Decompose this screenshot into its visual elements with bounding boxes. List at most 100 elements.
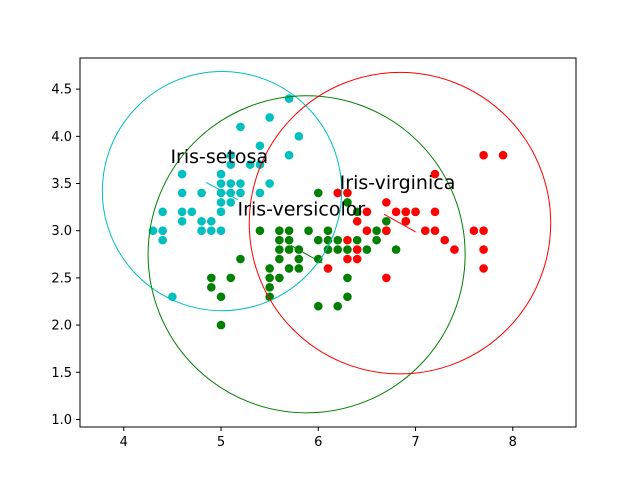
point-1-5: [236, 254, 245, 264]
point-0-36: [284, 94, 294, 103]
point-1-34: [343, 273, 352, 283]
point-2-18: [430, 207, 440, 217]
marks-layer: [101, 70, 552, 414]
y-tick-label-5: 3.5: [51, 177, 72, 192]
point-2-23: [479, 264, 488, 273]
point-1-17: [284, 245, 294, 254]
annotation-leader-1: [290, 245, 323, 264]
point-0-23: [226, 179, 236, 188]
y-tick-label-1: 1.5: [51, 366, 72, 381]
point-2-0: [323, 264, 333, 273]
point-1-13: [275, 245, 284, 254]
point-2-22: [469, 226, 479, 236]
point-0-18: [216, 188, 226, 198]
point-2-7: [352, 216, 362, 226]
y-tick-label-3: 2.5: [51, 271, 72, 286]
annotation-label-1: Iris-versicolor: [238, 199, 366, 221]
point-0-9: [187, 207, 197, 217]
point-0-34: [265, 113, 274, 122]
point-1-36: [352, 235, 362, 245]
point-2-25: [479, 226, 488, 236]
point-1-16: [284, 264, 294, 273]
annotation-leader-0: [205, 181, 239, 201]
point-0-37: [294, 132, 304, 141]
point-1-25: [313, 254, 323, 264]
point-1-42: [382, 216, 391, 226]
point-2-1: [333, 188, 343, 198]
point-1-32: [333, 235, 343, 245]
point-0-27: [236, 179, 245, 188]
point-0-15: [216, 226, 226, 236]
point-1-18: [284, 235, 294, 245]
point-2-27: [498, 150, 508, 160]
cluster-circle-1: [147, 95, 466, 414]
point-1-46: [333, 245, 343, 254]
point-0-33: [265, 179, 274, 188]
point-1-37: [352, 207, 362, 217]
point-2-3: [343, 235, 352, 245]
point-0-26: [236, 188, 245, 198]
point-1-8: [265, 283, 274, 292]
point-1-19: [284, 226, 294, 236]
annotation-label-0: Iris-setosa: [170, 146, 268, 168]
y-tick-label-0: 1.0: [51, 413, 72, 428]
y-tick-label-7: 4.5: [51, 83, 72, 98]
point-1-0: [206, 283, 216, 292]
point-0-3: [158, 207, 167, 217]
point-2-29: [382, 226, 391, 236]
point-2-16: [420, 226, 430, 236]
point-0-29: [245, 160, 255, 169]
point-0-25: [226, 150, 236, 160]
cluster-circle-0: [101, 70, 343, 312]
point-0-30: [255, 188, 265, 198]
plot-frame: [79, 57, 577, 428]
point-1-11: [275, 273, 284, 283]
point-2-12: [391, 207, 401, 217]
labels-layer: Iris-setosa Iris-versicolor Iris-virginica: [170, 146, 455, 264]
point-2-15: [411, 207, 420, 217]
point-1-6: [255, 226, 265, 236]
point-0-11: [197, 216, 206, 226]
point-1-33: [343, 292, 352, 302]
point-1-2: [216, 320, 226, 330]
point-0-24: [226, 160, 236, 169]
point-2-26: [479, 150, 488, 160]
axes-layer: 4 5 6 7 8 1.0 1.5 2.0 2.5 3.0 3.5 4.0 4.5: [51, 83, 517, 450]
point-0-19: [216, 179, 226, 188]
point-0-10: [197, 226, 206, 236]
point-0-1: [158, 235, 167, 245]
point-1-43: [391, 245, 401, 254]
point-2-17: [430, 226, 440, 236]
point-0-17: [216, 198, 226, 207]
point-1-4: [226, 273, 236, 283]
point-1-14: [275, 235, 284, 245]
point-2-10: [382, 273, 391, 283]
annotation-leader-2: [384, 213, 416, 233]
point-0-16: [216, 207, 226, 217]
point-0-35: [284, 150, 294, 160]
point-2-4: [343, 188, 352, 198]
point-1-47: [343, 245, 352, 254]
point-0-28: [236, 122, 245, 132]
point-0-2: [158, 226, 167, 236]
point-1-31: [333, 301, 343, 311]
point-0-12: [197, 188, 206, 198]
point-0-14: [206, 216, 216, 226]
point-2-5: [352, 254, 362, 264]
point-2-6: [352, 245, 362, 254]
point-1-24: [313, 301, 323, 311]
point-1-12: [275, 254, 284, 264]
point-1-3: [216, 292, 226, 302]
y-tick-label-2: 2.0: [51, 319, 72, 334]
point-1-21: [294, 254, 304, 264]
point-1-10: [265, 264, 274, 273]
point-1-26: [313, 235, 323, 245]
point-1-40: [372, 226, 381, 236]
point-1-23: [304, 226, 313, 236]
point-2-21: [450, 245, 459, 254]
x-tick-label-1: 5: [217, 435, 225, 450]
x-tick-label-2: 6: [314, 435, 322, 450]
point-0-20: [216, 169, 226, 179]
point-1-1: [206, 273, 216, 283]
y-tick-label-4: 3.0: [51, 224, 72, 239]
